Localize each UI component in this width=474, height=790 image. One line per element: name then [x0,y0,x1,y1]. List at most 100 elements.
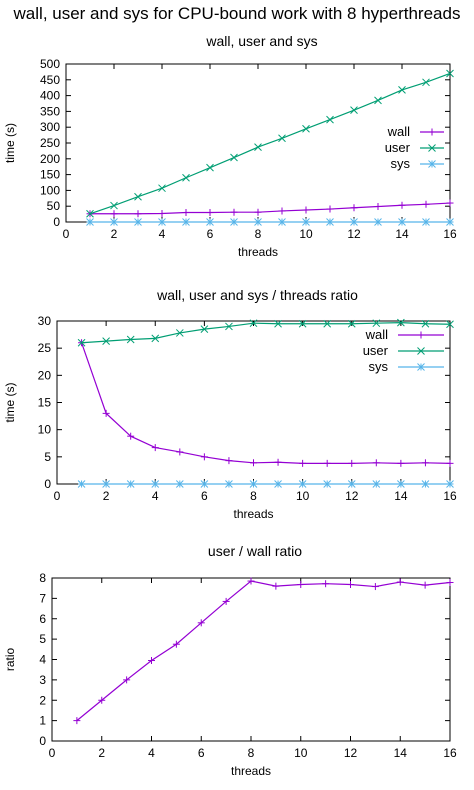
data-point [102,409,110,417]
y-tick-label: 50 [47,199,61,213]
data-point-stroke [350,106,358,114]
data-point-stroke [77,338,86,347]
data-point [77,338,86,347]
data-point [123,676,131,684]
data-point [200,480,209,488]
data-point [446,320,454,329]
legend-marker-stroke [428,144,436,152]
data-point [397,480,405,488]
y-tick-label: 450 [40,73,60,87]
data-point-stroke [446,480,454,488]
y-tick-label: 100 [40,183,60,197]
data-point-stroke [397,318,405,327]
series-line [76,580,451,722]
data-point [278,218,286,226]
data-point-stroke [421,319,430,328]
data-point [326,218,334,226]
data-point [350,106,358,114]
x-axis-label: threads [238,245,278,259]
x-tick-label: 0 [63,227,70,241]
data-point [254,143,262,151]
data-point [446,69,454,78]
data-point [421,319,430,328]
data-point [126,480,135,488]
x-tick-label: 2 [98,746,105,760]
x-tick-label: 14 [394,746,408,760]
data-point [225,480,233,488]
y-tick-label: 8 [39,571,46,585]
legend-marker-stroke [417,363,425,371]
x-tick-label: 10 [294,746,308,760]
data-point [254,208,262,216]
data-point-stroke [230,218,238,226]
data-point-stroke [446,320,454,329]
data-point [182,209,190,217]
chart-title: wall, user and sys / threads ratio [156,287,358,303]
legend-label: user [385,140,411,155]
data-point-stroke [182,218,190,226]
data-point [298,480,307,488]
x-tick-label: 12 [345,489,359,503]
legend-marker [428,128,436,136]
data-point [397,459,405,467]
data-point-stroke [225,480,233,488]
legend-marker-stroke [417,347,425,355]
data-point [250,459,257,467]
y-tick-label: 7 [39,591,46,605]
series-line [80,342,451,464]
series-sys [86,218,454,226]
data-point [102,480,110,488]
data-point [398,201,406,209]
y-tick-label: 400 [40,89,60,103]
data-point [254,218,262,226]
data-point [86,218,94,226]
data-point [350,204,358,212]
data-point [446,199,454,207]
data-point [302,206,310,214]
data-point [421,480,430,488]
data-point [274,319,282,328]
data-point [77,480,86,488]
x-tick-label: 4 [148,746,155,760]
x-tick-label: 4 [159,227,166,241]
data-point-stroke [158,218,166,226]
data-point [396,578,404,586]
series-sys [77,480,454,488]
data-point [422,218,430,226]
y-tick-label: 1 [39,714,46,728]
data-point [158,184,166,193]
chart-panel-2: wall, user and sys / threads ratio 0 2 4 6 8 1… [3,287,457,521]
data-point-stroke [126,335,135,344]
data-point [323,319,332,328]
data-point-stroke [200,325,209,334]
y-tick-label: 350 [40,104,60,118]
x-tick-label: 8 [255,227,262,241]
data-point [374,96,382,105]
data-point [272,582,280,590]
data-point [422,78,430,87]
data-point-stroke [274,319,282,328]
y-tick-label: 30 [38,314,52,328]
data-point-stroke [206,218,214,226]
data-point-stroke [102,480,110,488]
x-tick-label: 16 [443,227,457,241]
data-point-stroke [278,134,286,143]
data-point-stroke [249,319,258,328]
data-point-stroke [158,184,166,193]
y-axis-label: time (s) [3,123,17,163]
data-point-stroke [347,319,356,328]
data-point [398,218,406,226]
data-point-stroke [274,480,282,488]
legend-marker-stroke [428,160,436,168]
chart-title: wall, user and sys [205,33,317,49]
data-point [347,319,356,328]
data-point [249,480,258,488]
data-point [126,335,135,344]
data-point [134,218,142,226]
x-tick-label: 14 [395,227,409,241]
data-point [372,459,380,467]
data-point [446,218,454,226]
data-point-stroke [182,173,190,182]
data-point-stroke [175,329,184,337]
data-point [206,218,214,226]
